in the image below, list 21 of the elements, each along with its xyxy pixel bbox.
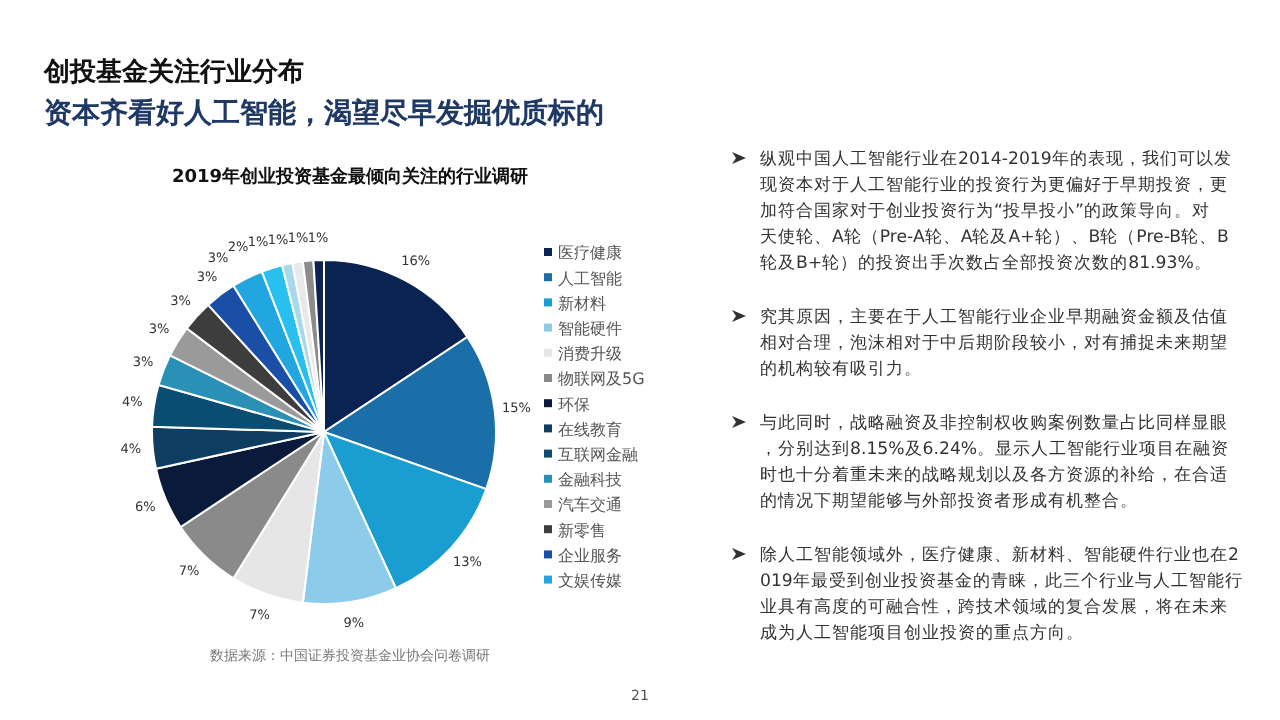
legend-label: 环保 <box>558 395 590 414</box>
text: 纵观中国人工智能行业在2014-2019年的表现，我们可以发现资本对于人工智能行业的投资行为更偏好于早期投资，更加符合国家对于创业投资行为“投早投小”的政策导向。对天使轮、A轮（Pre-A轮、A轮及A+轮）、B轮（Pre-B轮、B轮及B+轮）的投资出手次数占全部投资次数的81.93%。 <box>760 148 1232 274</box>
legend-label: 汽车交通 <box>558 496 622 515</box>
legend-label: 企业服务 <box>558 546 622 565</box>
text: 究其原因，主要在于人工智能行业企业早期融资金额及估值相对合理，泡沫相对于中后期阶段较小，对有捕捉未来期望的机构较有吸引力。 <box>760 306 1228 380</box>
text: 除人工智能领域外，医疗健康、新材料、智能硬件行业也在2019年最受到创业投资基金的青睐，此三个行业与人工智能行业具有高度的可融合性，跨技术领域的复合发展，将在未来成为人工智能项目创业投资的重点方向。 <box>760 544 1243 644</box>
legend-label: 物联网及5G <box>558 370 645 389</box>
legend-label: 人工智能 <box>558 269 622 288</box>
legend-label: 消费升级 <box>558 345 622 364</box>
legend-label: 智能硬件 <box>558 319 622 338</box>
legend-label: 金融科技 <box>558 471 622 490</box>
chart-title: 2019年创业投资基金最倾向关注的行业调研 <box>171 166 529 188</box>
text: 与此同时，战略融资及非控制权收购案例数量占比同样显眼，分别达到8.15%及6.24%。显示人工智能行业项目在融资时也十分着重未来的战略规划以及各方资源的补给，在合适的情况下期望能够与外部投资者形成有机整合。 <box>760 412 1230 512</box>
legend-label: 医疗健康 <box>558 244 622 263</box>
legend-label: 文娱传媒 <box>558 571 622 590</box>
legend-label: 新零售 <box>558 521 606 540</box>
legend-label: 新材料 <box>558 294 606 313</box>
legend-label: 在线教育 <box>558 420 622 439</box>
text: 资本齐看好人工智能，渴望尽早发掘优质标的 <box>44 96 604 130</box>
text: 创投基金关注行业分布 <box>42 56 304 88</box>
legend-label: 互联网金融 <box>558 445 638 464</box>
